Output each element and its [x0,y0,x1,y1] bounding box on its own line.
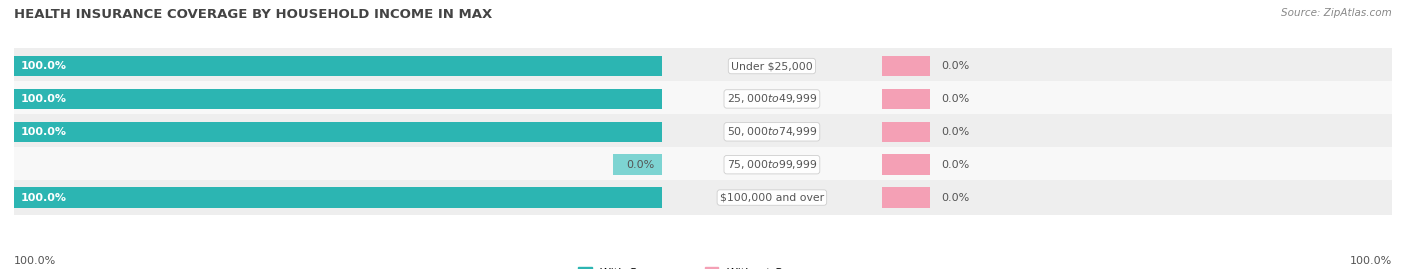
Text: 100.0%: 100.0% [14,256,56,266]
Bar [14,180,1392,215]
Bar [882,89,931,109]
Bar [882,122,931,142]
Bar [14,187,662,208]
Text: 0.0%: 0.0% [942,193,970,203]
Bar [882,154,931,175]
Bar [14,114,1392,150]
Text: $100,000 and over: $100,000 and over [720,193,824,203]
Text: Source: ZipAtlas.com: Source: ZipAtlas.com [1281,8,1392,18]
Text: HEALTH INSURANCE COVERAGE BY HOUSEHOLD INCOME IN MAX: HEALTH INSURANCE COVERAGE BY HOUSEHOLD I… [14,8,492,21]
Text: 100.0%: 100.0% [1350,256,1392,266]
Bar [14,56,662,76]
Text: $75,000 to $99,999: $75,000 to $99,999 [727,158,817,171]
Text: 100.0%: 100.0% [21,94,67,104]
Text: Under $25,000: Under $25,000 [731,61,813,71]
Bar [14,81,1392,117]
Bar [14,122,662,142]
Bar [882,56,931,76]
Text: 0.0%: 0.0% [942,94,970,104]
Bar [14,89,662,109]
Text: 100.0%: 100.0% [21,61,67,71]
Bar [882,187,931,208]
Text: $50,000 to $74,999: $50,000 to $74,999 [727,125,817,138]
Bar [613,154,662,175]
Text: 100.0%: 100.0% [21,193,67,203]
Text: 100.0%: 100.0% [21,127,67,137]
Text: 0.0%: 0.0% [942,160,970,170]
Text: 0.0%: 0.0% [627,160,655,170]
Legend: With Coverage, Without Coverage: With Coverage, Without Coverage [574,263,832,269]
Text: 0.0%: 0.0% [942,61,970,71]
Bar [14,147,1392,183]
Text: 0.0%: 0.0% [942,127,970,137]
Bar [14,48,1392,84]
Text: $25,000 to $49,999: $25,000 to $49,999 [727,93,817,105]
